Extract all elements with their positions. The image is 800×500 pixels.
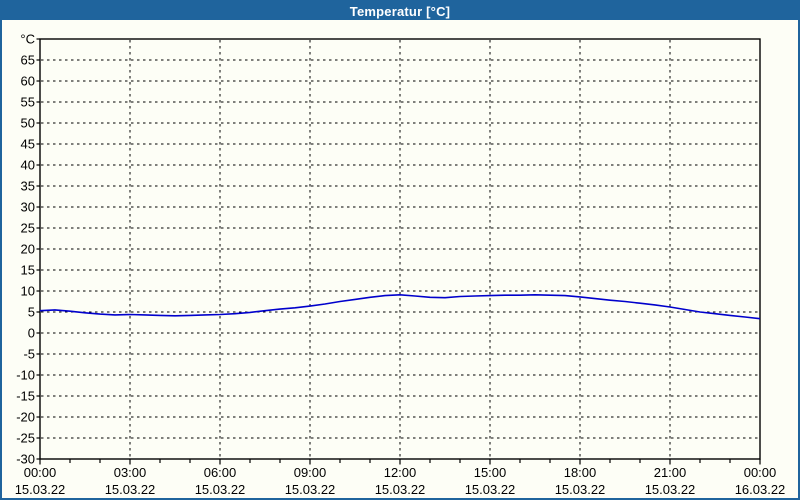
y-tick-label: 15: [21, 263, 35, 278]
y-tick-label: 5: [28, 305, 35, 320]
x-tick-time-label: 03:00: [114, 465, 147, 480]
y-tick-label: -25: [16, 431, 35, 446]
y-unit-label: °C: [20, 32, 35, 47]
y-tick-label: -10: [16, 368, 35, 383]
x-tick-time-label: 21:00: [654, 465, 687, 480]
y-tick-label: 40: [21, 158, 35, 173]
x-tick-time-label: 09:00: [294, 465, 327, 480]
x-tick-time-label: 00:00: [744, 465, 777, 480]
x-tick-time-label: 15:00: [474, 465, 507, 480]
x-tick-date-label: 15.03.22: [105, 482, 156, 497]
y-tick-label: 10: [21, 284, 35, 299]
x-tick-date-label: 15.03.22: [555, 482, 606, 497]
y-tick-label: 50: [21, 116, 35, 131]
x-tick-date-label: 15.03.22: [465, 482, 516, 497]
x-tick-date-label: 15.03.22: [645, 482, 696, 497]
window-title: Temperatur [°C]: [349, 3, 451, 19]
y-tick-label: 30: [21, 200, 35, 215]
temperatur-chart: 65605550454035302520151050-5-10-15-20-25…: [15, 32, 786, 498]
x-tick-date-label: 15.03.22: [195, 482, 246, 497]
y-tick-label: -5: [23, 347, 35, 362]
x-tick-time-label: 18:00: [564, 465, 597, 480]
x-tick-time-label: 06:00: [204, 465, 237, 480]
y-tick-label: 45: [21, 137, 35, 152]
window-titlebar[interactable]: Temperatur [°C]: [2, 2, 798, 20]
temperature-line: [39, 293, 761, 320]
x-tick-date-label: 15.03.22: [375, 482, 426, 497]
y-tick-label: 35: [21, 179, 35, 194]
y-tick-label: 20: [21, 242, 35, 257]
y-tick-label: -20: [16, 410, 35, 425]
x-tick-time-label: 00:00: [24, 465, 57, 480]
y-tick-label: -30: [16, 452, 35, 467]
y-tick-label: 55: [21, 95, 35, 110]
y-tick-label: 0: [28, 326, 35, 341]
y-tick-label: 65: [21, 53, 35, 68]
x-tick-time-label: 12:00: [384, 465, 417, 480]
y-tick-label: 60: [21, 74, 35, 89]
x-tick-date-label: 15.03.22: [15, 482, 66, 497]
x-tick-date-label: 15.03.22: [285, 482, 336, 497]
y-tick-label: -15: [16, 389, 35, 404]
x-tick-date-label: 16.03.22: [735, 482, 786, 497]
y-tick-label: 25: [21, 221, 35, 236]
